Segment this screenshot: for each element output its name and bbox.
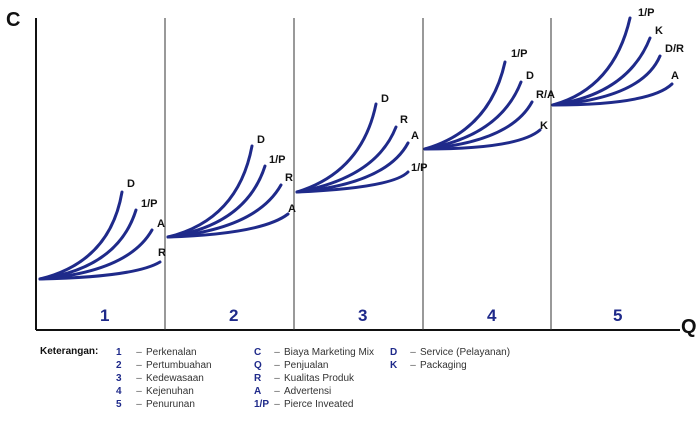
stage-1-curve-d <box>38 190 124 281</box>
legend-text: Kualitas Produk <box>284 373 355 384</box>
legend-code: 5 <box>116 399 122 410</box>
stage-4-curve-d <box>423 80 523 151</box>
stage-2-curves <box>166 144 290 239</box>
legend-column-stages: 1– Perkenalan 2– Pertumbuahan 3– Kedewasaan… <box>116 346 212 411</box>
stage-3-curve-d <box>295 102 378 194</box>
legend-item: 5– Penurunan <box>116 399 195 410</box>
stage-number: 1 <box>100 306 109 325</box>
legend-item: K – Packaging <box>390 360 467 371</box>
legend-title: Keterangan: <box>40 346 99 357</box>
legend-code: D <box>390 347 398 358</box>
legend-item: 1– Perkenalan <box>116 347 197 358</box>
legend-text: Penjualan <box>284 360 329 371</box>
legend-item: 1/P – Pierce Inveated <box>254 399 354 410</box>
curve-label: R <box>285 172 293 184</box>
legend-text: Packaging <box>420 360 467 371</box>
curve-label: A <box>288 203 296 215</box>
stage-2-curve-r <box>166 183 283 239</box>
curve-label: D <box>526 70 534 82</box>
curve-label: D <box>381 93 389 105</box>
legend-code: R <box>254 373 262 384</box>
curve-label: A <box>411 130 419 142</box>
stage-2-curve-d <box>166 144 254 239</box>
legend-code: 4 <box>116 386 122 397</box>
stage-3-curve-r <box>295 125 398 194</box>
stage-5-curve-1p <box>551 16 632 107</box>
legend-item: C – Biaya Marketing Mix <box>254 347 375 358</box>
stage-5-curve-a <box>551 82 674 107</box>
legend-code: 2 <box>116 360 122 371</box>
curve-label: A <box>157 218 165 230</box>
legend-code: 1 <box>116 347 122 358</box>
stage-1-curves <box>38 190 162 281</box>
legend-text: Kedewasaan <box>146 373 204 384</box>
legend-code: K <box>390 360 398 371</box>
curve-label: D/R <box>665 43 684 55</box>
legend-text: Service (Pelayanan) <box>420 347 511 358</box>
legend-text: Pierce Inveated <box>284 399 354 410</box>
legend-code: Q <box>254 360 262 371</box>
stage-5-curve-k <box>551 36 652 107</box>
stage-number: 4 <box>487 306 497 325</box>
curve-label: 1/P <box>511 48 528 60</box>
legend-text: Penurunan <box>146 399 195 410</box>
legend: Keterangan: 1– Perkenalan 2– Pertumbuahan … <box>40 344 680 420</box>
stage-number: 2 <box>229 306 238 325</box>
curve-label: 1/P <box>269 154 286 166</box>
legend-item: R – Kualitas Produk <box>254 373 355 384</box>
curve-label: D <box>257 134 265 146</box>
stage-number: 3 <box>358 306 367 325</box>
curve-label: 1/P <box>638 7 655 19</box>
legend-item: A – Advertensi <box>254 386 332 397</box>
curve-label: K <box>540 120 548 132</box>
legend-code: 1/P <box>254 399 270 410</box>
stage-4-curve-ra <box>423 100 534 151</box>
stage-5-curve-dr <box>551 54 662 107</box>
stage-number: 5 <box>613 306 622 325</box>
curve-label: R <box>158 247 166 259</box>
legend-item: Q – Penjualan <box>254 360 329 371</box>
stage-4-curve-k <box>423 128 542 151</box>
legend-text: Advertensi <box>284 386 332 397</box>
stage-4-curves <box>423 60 542 151</box>
curve-label: R <box>400 114 408 126</box>
y-axis-label: C <box>6 9 20 31</box>
curve-label: 1/P <box>411 162 428 174</box>
x-axis-label: Q <box>681 316 696 338</box>
legend-item: D – Service (Pelayanan) <box>390 347 511 358</box>
stage-2-curve-1p <box>166 164 267 239</box>
legend-text: Biaya Marketing Mix <box>284 347 375 358</box>
legend-text: Pertumbuahan <box>146 360 212 371</box>
stage-4-curve-1p <box>423 60 507 151</box>
curve-label: K <box>655 25 663 37</box>
stage-2-curve-a <box>166 212 290 239</box>
legend-code: 3 <box>116 373 122 384</box>
legend-item: 4– Kejenuhan <box>116 386 194 397</box>
curve-label: A <box>671 70 679 82</box>
curve-label: R/A <box>536 89 555 101</box>
curve-label: D <box>127 178 135 190</box>
legend-column-extras: D – Service (Pelayanan) K – Packaging <box>390 346 510 372</box>
stage-3-curves <box>295 102 410 194</box>
curve-label: 1/P <box>141 198 158 210</box>
legend-code: C <box>254 347 262 358</box>
legend-text: Kejenuhan <box>146 386 194 397</box>
stage-3-curve-1p <box>295 170 410 194</box>
legend-item: 3– Kedewasaan <box>116 373 204 384</box>
legend-code: A <box>254 386 262 397</box>
legend-text: Perkenalan <box>146 347 197 358</box>
legend-item: 2– Pertumbuahan <box>116 360 212 371</box>
stage-5-curves <box>551 16 674 107</box>
stage-1-curve-r <box>38 260 162 281</box>
legend-column-variables: C – Biaya Marketing Mix Q – Penjualan R – Kual… <box>254 346 374 411</box>
stage-1-curve-1p <box>38 208 138 281</box>
